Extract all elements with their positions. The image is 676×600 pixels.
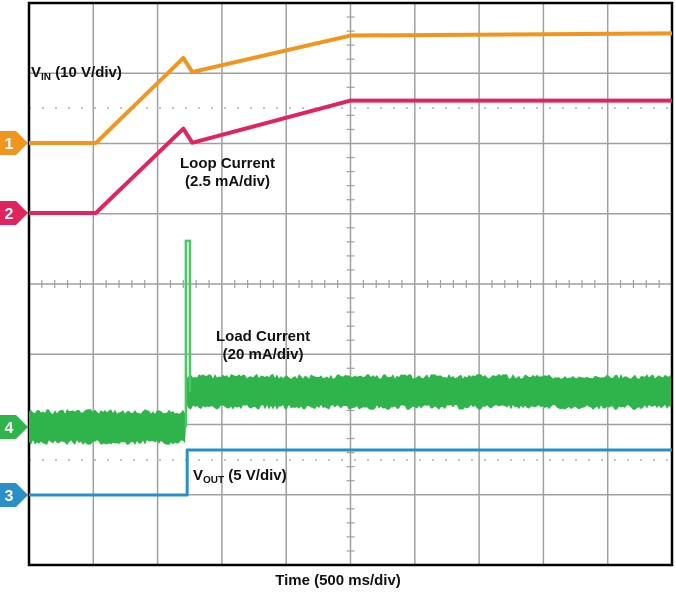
channel-3-number: 3 xyxy=(5,488,14,505)
x-axis-label: Time (500 ms/div) xyxy=(0,572,676,590)
channel-1-number: 1 xyxy=(5,136,14,153)
vout-label: VOUT (5 V/div) xyxy=(193,467,287,490)
channel-2-number: 2 xyxy=(5,206,14,223)
loop-current-label: Loop Current (2.5 mA/div) xyxy=(180,155,275,191)
vin-label: VIN (10 V/div) xyxy=(31,64,122,87)
load-current-label: Load Current (20 mA/div) xyxy=(216,328,310,364)
channel-4-number: 4 xyxy=(5,420,14,437)
